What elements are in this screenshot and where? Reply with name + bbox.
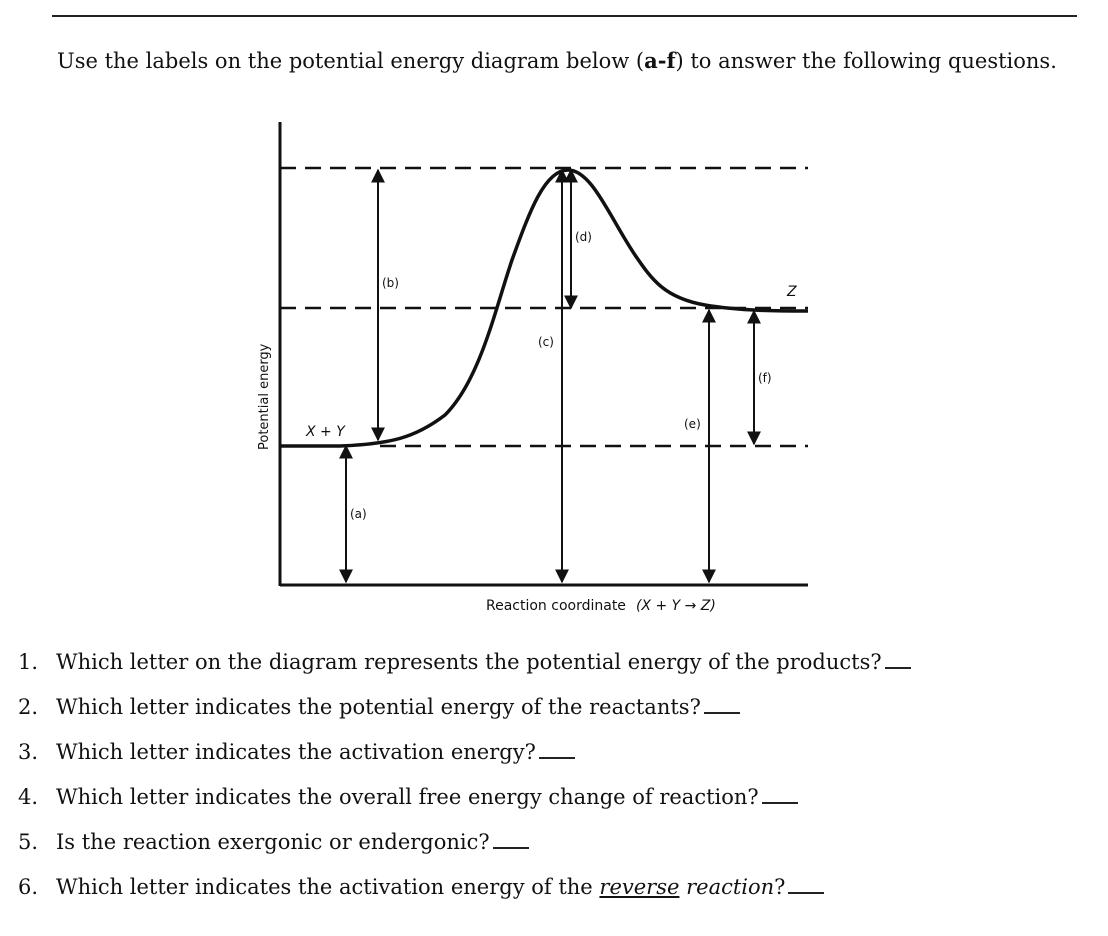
y-axis-label: Potential energy	[257, 343, 272, 450]
label-e: (e)	[684, 417, 701, 431]
question-4: 4. Which letter indicates the overall fre…	[18, 785, 798, 809]
question-6: 6. Which letter indicates the activation …	[18, 875, 825, 899]
question-5: 5. Is the reaction exergonic or endergoni…	[18, 830, 529, 854]
answer-blank-4[interactable]	[761, 802, 798, 804]
label-a: (a)	[350, 507, 367, 521]
top-divider	[52, 15, 1077, 17]
question-3: 3. Which letter indicates the activation …	[18, 740, 575, 764]
question-2: 2. Which letter indicates the potential e…	[18, 695, 740, 719]
answer-blank-6[interactable]	[788, 892, 825, 894]
label-b: (b)	[382, 276, 399, 290]
label-c: (c)	[538, 335, 554, 349]
question-1: 1. Which letter on the diagram represents…	[18, 650, 911, 674]
instructions: Use the labels on the potential energy d…	[57, 48, 1057, 73]
products-label: Z	[786, 284, 797, 300]
label-d: (d)	[575, 230, 592, 244]
label-f: (f)	[758, 371, 772, 385]
reactants-label: X + Y	[305, 424, 346, 440]
answer-blank-2[interactable]	[703, 712, 740, 714]
x-axis-label: Reaction coordinate (X + Y → Z)	[486, 598, 716, 614]
answer-blank-3[interactable]	[538, 757, 575, 759]
answer-blank-1[interactable]	[884, 667, 911, 669]
potential-energy-diagram: (a) (b) (c) (d) (e) (f) X + Y Z Potentia…	[257, 122, 809, 614]
answer-blank-5[interactable]	[492, 847, 529, 849]
